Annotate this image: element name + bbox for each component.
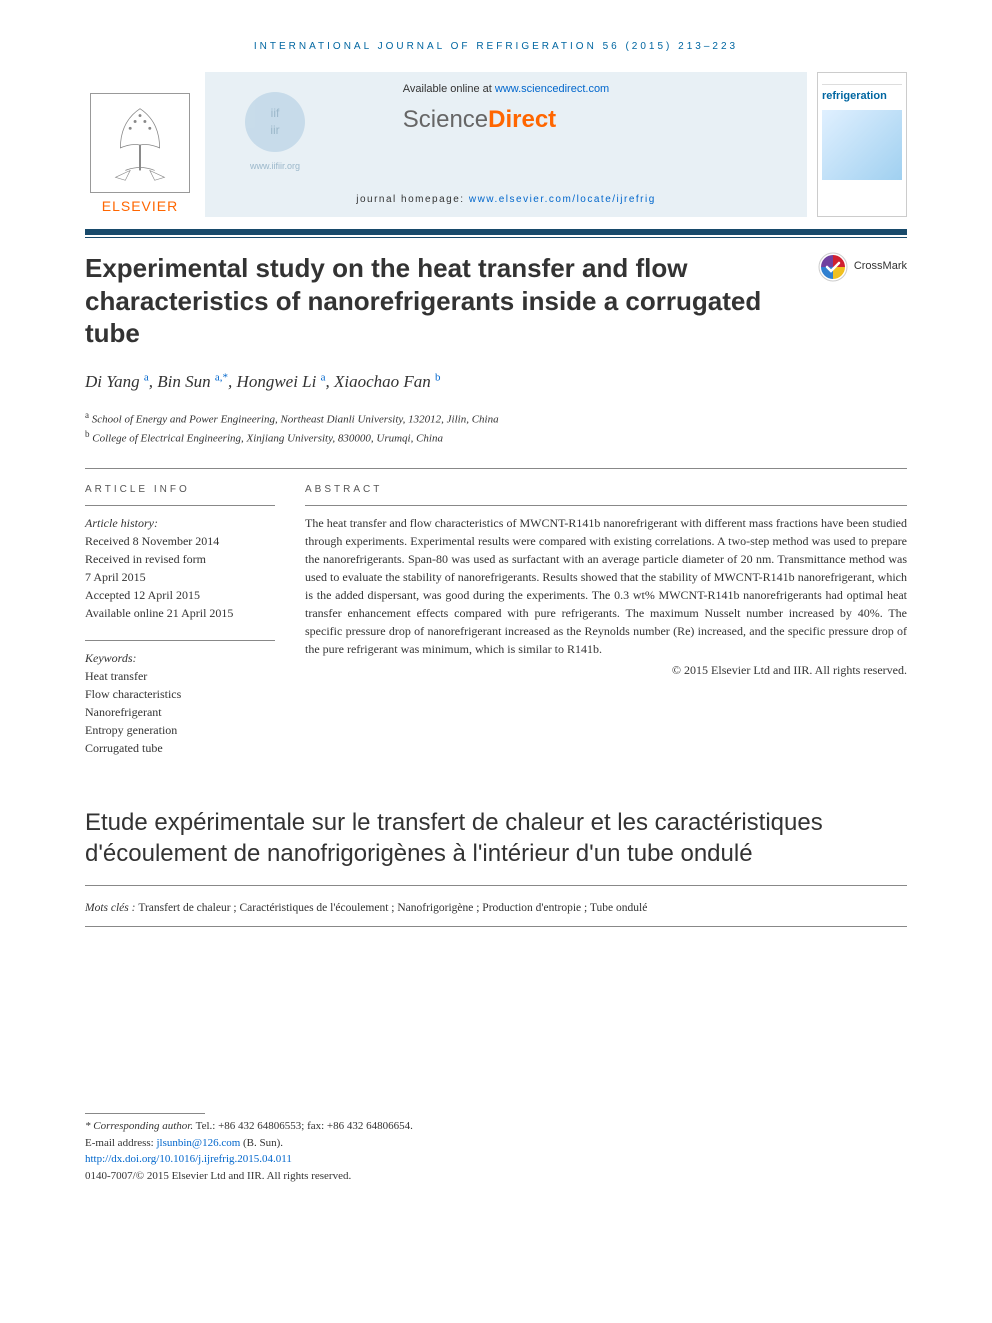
iif-text-bot: iir [270, 122, 279, 139]
french-title: Etude expérimentale sur le transfert de … [85, 807, 907, 869]
history-label: Article history: [85, 514, 275, 532]
kw-divider [85, 640, 275, 641]
issn-line: 0140-7007/© 2015 Elsevier Ltd and IIR. A… [85, 1168, 907, 1185]
sciencedirect-link[interactable]: www.sciencedirect.com [495, 83, 609, 95]
cover-title: refrigeration [822, 89, 902, 104]
mots-label: Mots clés : [85, 902, 138, 914]
history-accepted: Accepted 12 April 2015 [85, 586, 275, 604]
keywords: Keywords: Heat transfer Flow characteris… [85, 649, 275, 757]
authors: Di Yang a, Bin Sun a,*, Hongwei Li a, Xi… [85, 370, 907, 394]
abs-divider [305, 505, 907, 506]
sciencedirect-block: iif iir www.iifiir.org Available online … [205, 72, 807, 217]
author-3[interactable]: Hongwei Li a [237, 372, 326, 391]
available-prefix: Available online at [403, 83, 495, 95]
history-received: Received 8 November 2014 [85, 532, 275, 550]
french-divider-top [85, 885, 907, 886]
journal-homepage: journal homepage: www.elsevier.com/locat… [356, 193, 656, 207]
footnote-rule [85, 1113, 205, 1114]
publisher-bar: ELSEVIER iif iir www.iifiir.org Availabl… [85, 72, 907, 217]
elsevier-logo[interactable]: ELSEVIER [85, 72, 195, 217]
iif-badge: iif iir www.iifiir.org [235, 92, 315, 182]
abstract-heading: ABSTRACT [305, 483, 907, 497]
email-link[interactable]: jlsunbin@126.com [156, 1137, 240, 1149]
mots-cles: Mots clés : Transfert de chaleur ; Carac… [85, 900, 907, 916]
cover-image [822, 110, 902, 180]
keyword-2: Flow characteristics [85, 685, 275, 703]
article-title: Experimental study on the heat transfer … [85, 252, 798, 350]
elsevier-tree-icon [90, 93, 190, 193]
title-rule [85, 229, 907, 238]
iif-url: www.iifiir.org [235, 160, 315, 173]
article-info-column: ARTICLE INFO Article history: Received 8… [85, 483, 275, 757]
article-history: Article history: Received 8 November 201… [85, 514, 275, 622]
mots-list: Transfert de chaleur ; Caractéristiques … [138, 902, 647, 914]
elsevier-wordmark: ELSEVIER [102, 197, 178, 217]
available-online: Available online at www.sciencedirect.co… [403, 82, 609, 97]
author-1[interactable]: Di Yang a [85, 372, 149, 391]
divider [85, 468, 907, 469]
corresponding-author: * Corresponding author. Tel.: +86 432 64… [85, 1118, 907, 1135]
history-online: Available online 21 April 2015 [85, 604, 275, 622]
keyword-1: Heat transfer [85, 667, 275, 685]
sd-direct: Direct [488, 106, 556, 133]
email-line: E-mail address: jlsunbin@126.com (B. Sun… [85, 1135, 907, 1152]
keyword-3: Nanorefrigerant [85, 703, 275, 721]
abstract-column: ABSTRACT The heat transfer and flow char… [305, 483, 907, 757]
author-2[interactable]: Bin Sun a,* [157, 372, 228, 391]
keyword-4: Entropy generation [85, 721, 275, 739]
crossmark-label: CrossMark [854, 259, 907, 274]
affiliation-b: b College of Electrical Engineering, Xin… [85, 428, 907, 447]
journal-cover[interactable]: refrigeration [817, 72, 907, 217]
iif-text-top: iif [271, 105, 280, 122]
homepage-link[interactable]: www.elsevier.com/locate/ijrefrig [469, 194, 656, 205]
author-4[interactable]: Xiaochao Fan b [334, 372, 441, 391]
crossmark-icon [818, 252, 848, 282]
info-divider [85, 505, 275, 506]
article-info-heading: ARTICLE INFO [85, 483, 275, 497]
keyword-5: Corrugated tube [85, 739, 275, 757]
crossmark-badge[interactable]: CrossMark [818, 252, 907, 282]
history-revised-1: Received in revised form [85, 550, 275, 568]
affiliation-a: a School of Energy and Power Engineering… [85, 409, 907, 428]
french-divider-bot [85, 926, 907, 927]
sd-science: Science [403, 106, 488, 133]
keywords-label: Keywords: [85, 649, 275, 667]
doi-link[interactable]: http://dx.doi.org/10.1016/j.ijrefrig.201… [85, 1153, 292, 1165]
copyright: © 2015 Elsevier Ltd and IIR. All rights … [305, 662, 907, 679]
sciencedirect-logo[interactable]: ScienceDirect [403, 103, 609, 137]
homepage-prefix: journal homepage: [356, 194, 469, 205]
abstract-text: The heat transfer and flow characteristi… [305, 514, 907, 658]
footer: * Corresponding author. Tel.: +86 432 64… [85, 1107, 907, 1184]
running-header: INTERNATIONAL JOURNAL OF REFRIGERATION 5… [85, 40, 907, 54]
affiliations: a School of Energy and Power Engineering… [85, 409, 907, 447]
history-revised-2: 7 April 2015 [85, 568, 275, 586]
